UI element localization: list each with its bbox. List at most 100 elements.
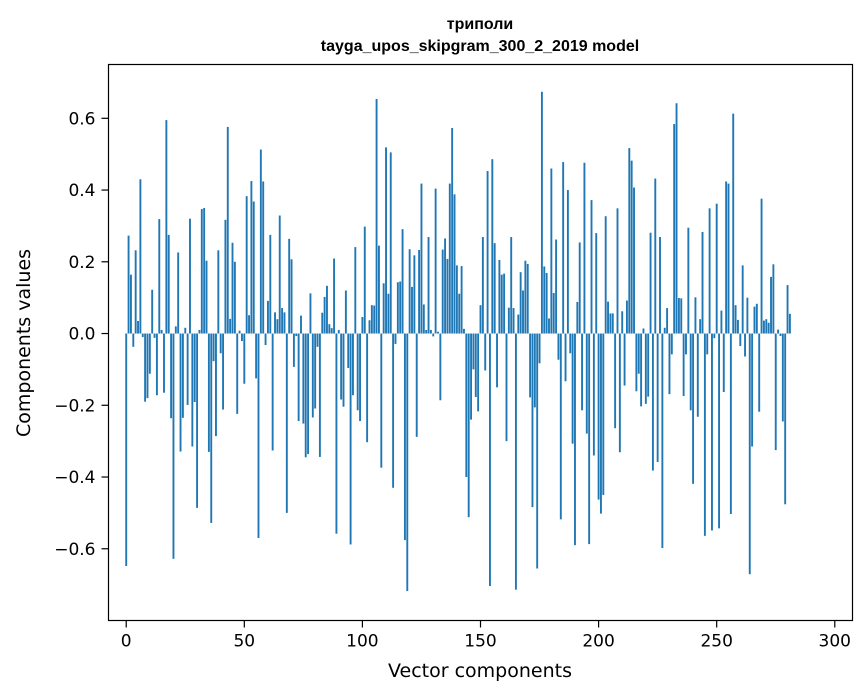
- bar-148: [474, 333, 477, 398]
- bar-107: [377, 245, 380, 334]
- bar-220: [644, 333, 647, 404]
- bar-209: [618, 333, 621, 453]
- bar-33: [203, 207, 206, 334]
- bar-17: [165, 120, 168, 334]
- bar-142: [460, 266, 463, 334]
- bar-206: [611, 313, 614, 334]
- bar-160: [503, 273, 506, 334]
- bar-92: [342, 333, 345, 407]
- bar-162: [507, 307, 510, 334]
- bar-27: [189, 218, 191, 334]
- bar-130: [432, 333, 435, 337]
- bar-82: [318, 333, 321, 457]
- bar-179: [548, 318, 550, 334]
- bar-6: [139, 179, 142, 334]
- bar-3: [132, 333, 135, 347]
- bar-231: [670, 333, 673, 355]
- bar-261: [741, 265, 744, 334]
- bar-173: [533, 333, 536, 408]
- bar-170: [526, 263, 529, 334]
- bar-95: [349, 333, 352, 545]
- bar-187: [566, 190, 569, 334]
- bar-96: [352, 333, 354, 396]
- bar-265: [751, 333, 754, 447]
- bar-169: [524, 260, 527, 334]
- bar-243: [699, 319, 702, 334]
- bar-150: [479, 305, 482, 334]
- bar-165: [514, 333, 517, 590]
- bar-22: [177, 252, 180, 334]
- bar-254: [725, 181, 728, 334]
- bar-126: [422, 304, 425, 334]
- bar-203: [604, 216, 607, 334]
- bar-98: [356, 333, 359, 411]
- bar-25: [184, 327, 187, 334]
- bar-89: [335, 333, 338, 534]
- bar-281: [788, 313, 791, 334]
- bar-260: [739, 333, 742, 347]
- bar-155: [491, 159, 494, 334]
- bar-65: [278, 215, 281, 334]
- x-tick-label-50: 50: [233, 632, 255, 652]
- y-tick-label-5: 0.4: [68, 181, 95, 201]
- bar-34: [205, 260, 208, 334]
- bar-67: [283, 312, 286, 334]
- bar-99: [359, 333, 361, 422]
- bar-101: [363, 226, 366, 334]
- bar-154: [489, 333, 491, 587]
- bar-51: [245, 196, 248, 334]
- bar-76: [304, 333, 307, 458]
- bar-256: [729, 333, 732, 514]
- bar-45: [231, 242, 234, 334]
- bar-58: [262, 181, 265, 334]
- bar-104: [370, 305, 373, 334]
- bar-188: [569, 333, 572, 354]
- bar-53: [250, 181, 253, 334]
- bar-205: [609, 313, 612, 334]
- bar-138: [451, 127, 454, 334]
- bar-280: [786, 285, 789, 334]
- bar-274: [772, 264, 775, 334]
- bar-239: [689, 333, 692, 411]
- bar-176: [540, 91, 543, 334]
- bar-227: [661, 333, 664, 549]
- bar-259: [737, 319, 739, 334]
- bar-182: [555, 239, 558, 334]
- bar-144: [465, 333, 468, 478]
- bar-223: [651, 333, 654, 471]
- bar-146: [470, 333, 472, 420]
- bar-217: [637, 333, 640, 374]
- bar-113: [392, 333, 395, 488]
- y-axis-ticks: −0.6 −0.4 −0.2 0.0 0.2 0.4 0.6: [54, 109, 109, 560]
- bar-108: [380, 333, 383, 468]
- bar-149: [477, 333, 480, 412]
- bar-123: [415, 333, 418, 437]
- chart-title: триполи: [447, 16, 513, 33]
- bar-198: [592, 333, 595, 456]
- bar-0: [125, 333, 128, 566]
- bar-50: [243, 333, 246, 384]
- bar-128: [427, 237, 430, 334]
- bar-273: [770, 276, 772, 334]
- bar-91: [340, 333, 343, 400]
- bar-235: [680, 298, 683, 334]
- y-tick-label-0: −0.6: [54, 540, 95, 560]
- bar-109: [382, 283, 385, 334]
- bar-19: [170, 333, 173, 419]
- bar-278: [781, 333, 784, 422]
- bar-24: [181, 333, 184, 418]
- bar-97: [354, 247, 357, 334]
- bar-86: [328, 324, 331, 334]
- bar-163: [510, 237, 513, 334]
- bar-272: [767, 322, 770, 334]
- bar-29: [193, 333, 196, 403]
- bar-247: [708, 208, 711, 334]
- bar-32: [200, 209, 203, 334]
- bar-269: [760, 198, 763, 334]
- bar-131: [434, 188, 437, 334]
- bar-103: [368, 320, 371, 334]
- bar-112: [389, 152, 392, 334]
- x-tick-label-100: 100: [346, 632, 378, 652]
- bar-10: [148, 333, 151, 374]
- bar-184: [559, 333, 562, 520]
